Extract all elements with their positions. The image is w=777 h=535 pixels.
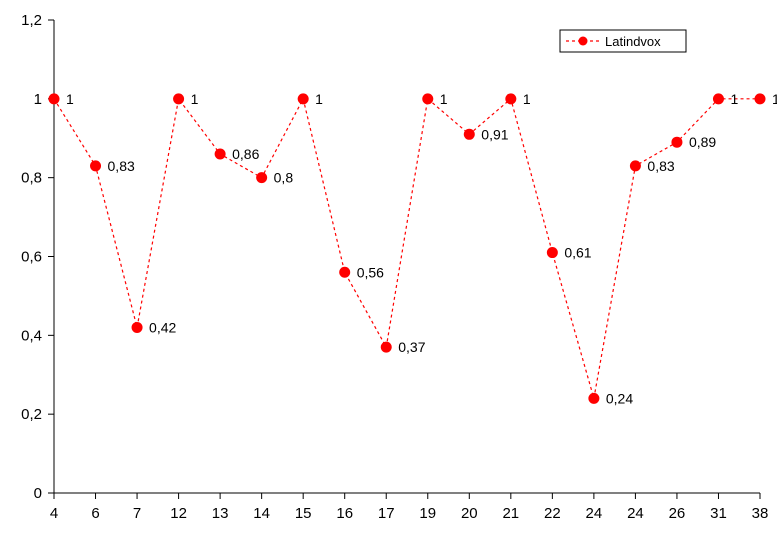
data-point [297,93,309,105]
chart-ticks: 0 0,2 0,4 0,6 0,8 1 1,2 4 6 7 12 13 14 15 16 17 19 20 21 22… [21,12,768,522]
chart-axes [53,20,760,494]
data-point [671,136,683,148]
legend-box [559,29,687,53]
data-label: 1 [191,91,199,107]
data-label: 0,8 [274,170,294,186]
legend-marker [578,36,588,46]
data-point [588,392,600,404]
data-point [505,93,517,105]
data-label: 0,42 [149,319,176,335]
data-label: 1 [523,91,531,107]
data-point [90,160,102,172]
data-label: 1 [772,91,777,107]
x-tick-label: 4 [50,505,58,522]
x-tick-label: 24 [586,505,603,522]
data-point [131,321,143,333]
x-tick-label: 13 [212,505,229,522]
data-label: 0,61 [564,245,591,261]
x-tick-label: 19 [419,505,436,522]
data-point [173,93,185,105]
data-label: 1 [440,91,448,107]
y-tick-label: 1,2 [21,12,42,29]
data-label: 0,24 [606,390,633,406]
y-tick-label: 1 [34,91,42,108]
x-tick-label: 31 [710,505,727,522]
data-point [422,93,434,105]
legend-label: Latindvox [605,34,661,49]
data-label: 0,91 [481,126,508,142]
y-tick-label: 0,8 [21,170,42,187]
data-point [48,93,60,105]
data-point [463,128,475,140]
data-label: 0,37 [398,339,425,355]
chart-series [48,93,766,404]
data-point [380,341,392,353]
x-tick-label: 22 [544,505,561,522]
data-label: 0,89 [689,134,716,150]
y-tick-label: 0,4 [21,327,42,344]
data-point [754,93,766,105]
y-tick-label: 0,2 [21,406,42,423]
data-label: 1 [66,91,74,107]
data-point [546,247,558,259]
x-tick-label: 6 [91,505,99,522]
x-tick-label: 16 [336,505,353,522]
data-point [214,148,226,160]
x-tick-label: 21 [502,505,519,522]
data-label: 0,56 [357,264,384,280]
x-tick-label: 26 [669,505,686,522]
x-tick-label: 15 [295,505,312,522]
x-tick-label: 7 [133,505,141,522]
series-line [53,97,760,399]
chart-legend: Latindvox [559,29,687,53]
y-tick-label: 0,6 [21,249,42,266]
data-point [339,266,351,278]
x-tick-label: 17 [378,505,395,522]
x-tick-label: 12 [170,505,187,522]
data-label: 1 [315,91,323,107]
chart-data-labels: 1 0,83 0,42 1 0,86 0,8 1 0,56 0,37 1 0,91 1 0,61 0,24… [66,91,777,407]
data-label: 0,86 [232,146,259,162]
x-tick-label: 20 [461,505,478,522]
data-label: 0,83 [108,158,135,174]
x-tick-label: 24 [627,505,644,522]
x-tick-label: 38 [752,505,769,522]
data-point [712,93,724,105]
y-tick-label: 0 [34,485,42,502]
data-point [629,160,641,172]
x-tick-label: 14 [253,505,270,522]
data-label: 1 [730,91,738,107]
data-label: 0,83 [647,158,674,174]
data-point [256,172,268,184]
